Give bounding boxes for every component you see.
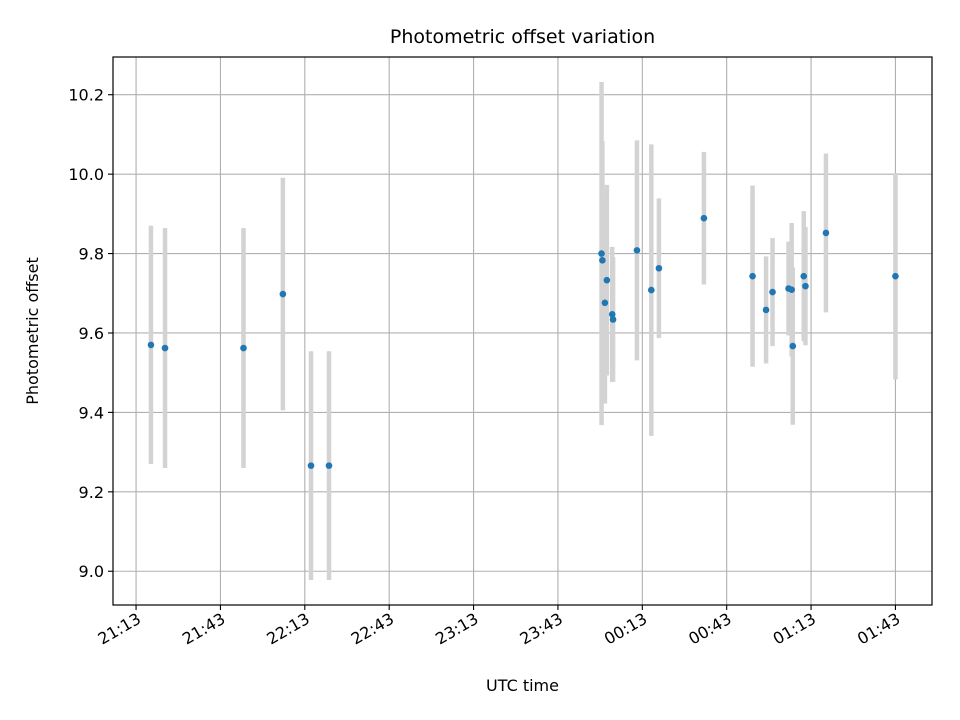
- data-point: [608, 311, 616, 318]
- data-point: [762, 306, 770, 314]
- data-point: [749, 272, 756, 280]
- data-point: [800, 272, 808, 280]
- data-point: [601, 299, 609, 307]
- data-point: [240, 344, 247, 352]
- data-point: [279, 290, 287, 298]
- data-point: [788, 286, 795, 294]
- x-tick-label: 01:13: [770, 609, 819, 649]
- data-point: [161, 344, 169, 352]
- y-tick-label: 9.0: [79, 562, 104, 581]
- data-point: [700, 214, 708, 222]
- x-tick-label: 23:13: [432, 609, 481, 649]
- x-tick-label: 01:43: [854, 609, 903, 649]
- data-point: [802, 282, 809, 290]
- error-bars: [148, 82, 898, 580]
- x-axis-label: UTC time: [486, 676, 559, 695]
- data-point: [655, 264, 663, 272]
- y-tick-label: 10.0: [68, 165, 104, 184]
- data-point: [633, 247, 641, 254]
- data-point: [892, 272, 899, 280]
- x-axis-ticks: 21:13 21:43 22:13 22:43 23:13 23:43 00:13 00:43…: [95, 605, 903, 649]
- x-tick-label: 22:43: [348, 609, 397, 649]
- grid: [113, 57, 932, 605]
- data-point: [307, 462, 315, 469]
- data-point: [603, 276, 611, 284]
- data-point: [822, 229, 830, 237]
- y-tick-label: 9.8: [79, 245, 104, 264]
- x-tick-label: 21:43: [179, 609, 228, 649]
- data-point: [609, 316, 617, 323]
- data-points: [147, 214, 899, 469]
- y-tick-label: 10.2: [68, 86, 104, 105]
- data-point: [599, 257, 606, 264]
- x-tick-label: 22:13: [263, 609, 312, 649]
- plot-frame: [112, 56, 933, 606]
- x-tick-label: 00:43: [685, 609, 734, 649]
- x-tick-label: 00:13: [601, 609, 650, 649]
- x-tick-label: 21:13: [95, 609, 144, 649]
- y-tick-label: 9.6: [79, 324, 104, 343]
- data-point: [789, 342, 797, 350]
- x-tick-label: 23:43: [517, 609, 566, 649]
- y-axis-label: Photometric offset: [23, 257, 42, 405]
- data-point: [598, 250, 605, 257]
- y-axis-ticks: 9.0 9.2 9.4 9.6 9.8 10.0 10.2: [68, 86, 113, 581]
- y-tick-label: 9.2: [79, 483, 104, 502]
- data-point: [769, 288, 776, 296]
- chart-title: Photometric offset variation: [390, 26, 655, 48]
- data-point: [648, 286, 655, 294]
- y-tick-label: 9.4: [79, 403, 104, 422]
- data-point: [325, 462, 333, 469]
- data-point: [147, 341, 155, 349]
